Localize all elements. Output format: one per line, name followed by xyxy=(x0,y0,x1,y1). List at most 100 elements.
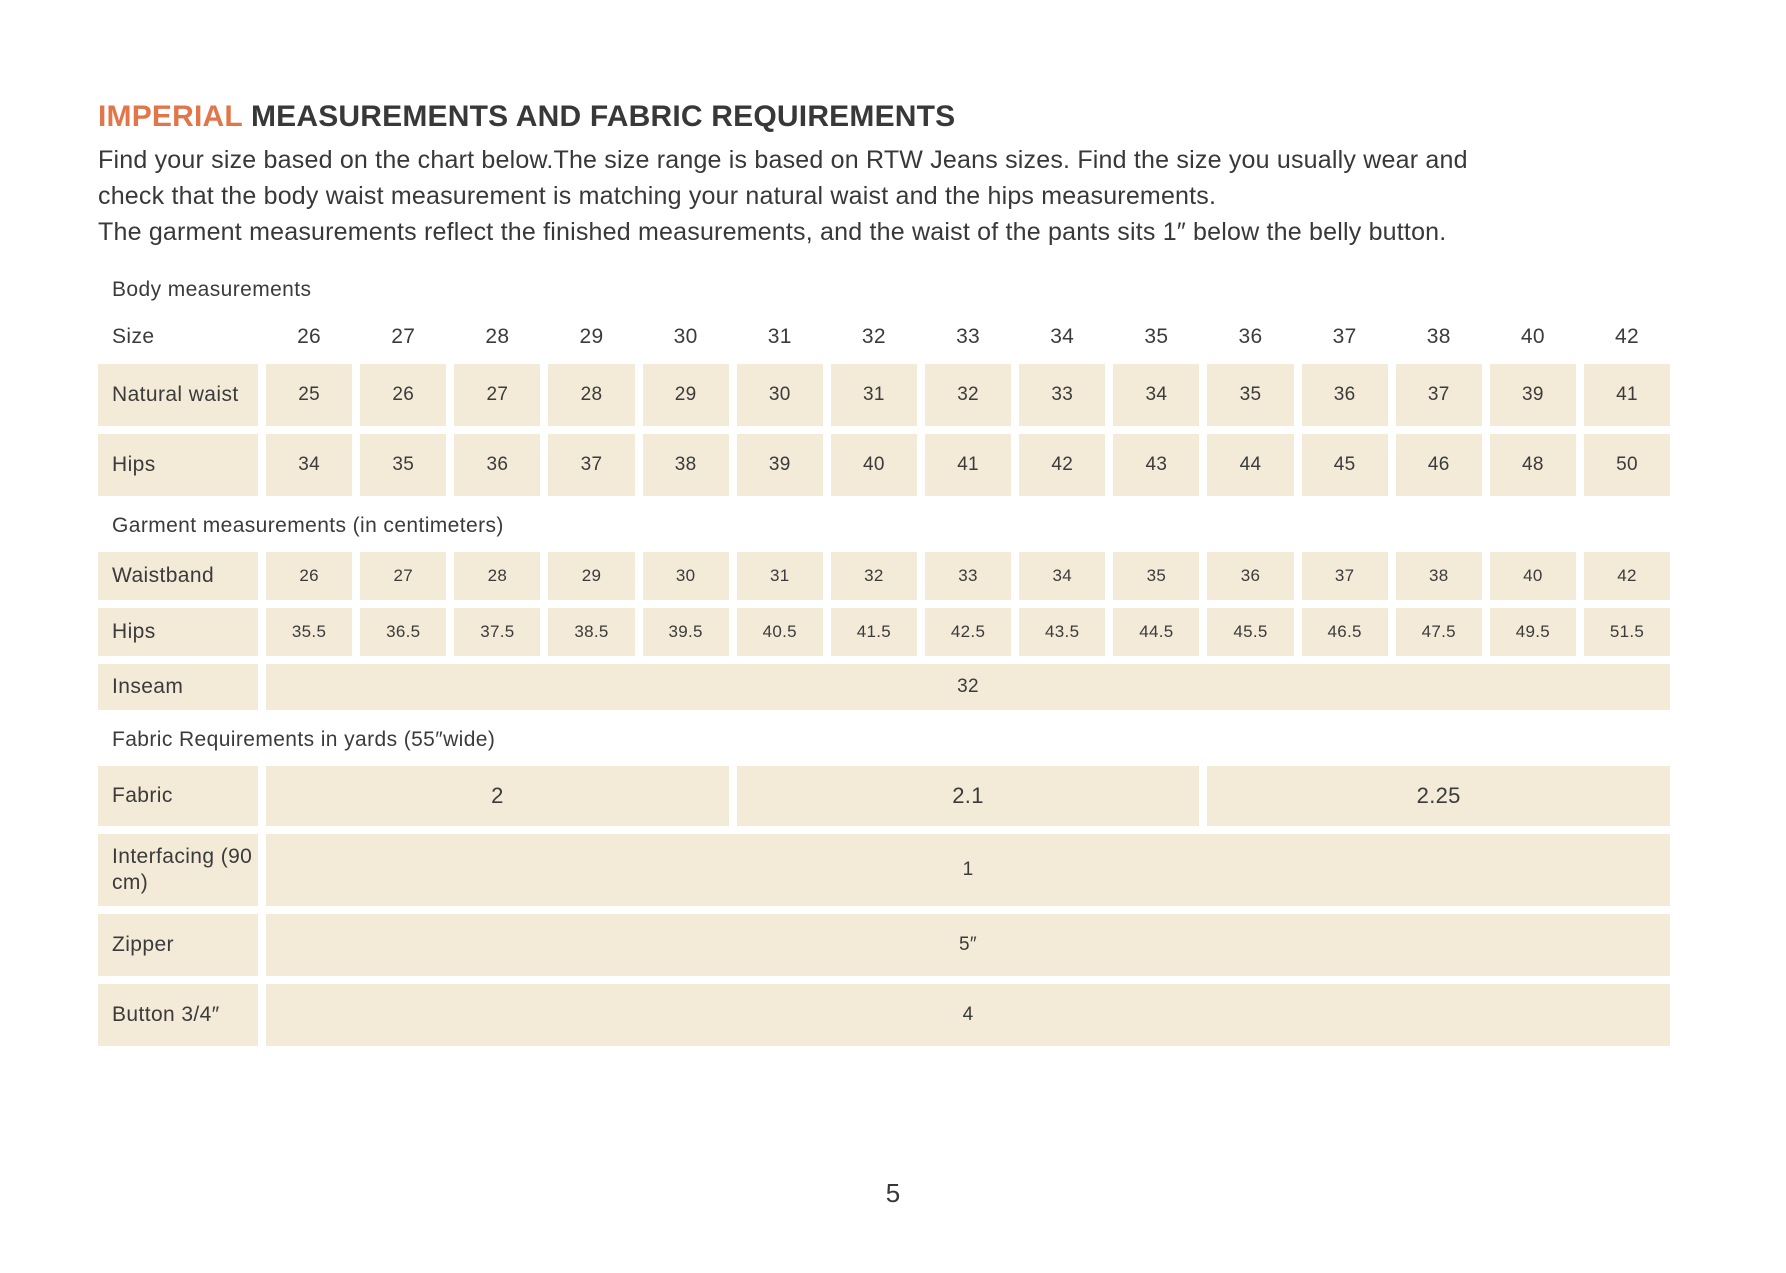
size-values: 26 27 28 29 30 31 32 33 34 35 36 37 38 40 42 xyxy=(266,318,1670,356)
zipper-row: Zipper 5″ xyxy=(98,914,1670,976)
table-cell: 35 xyxy=(1207,364,1294,426)
table-cell: 26 xyxy=(266,552,353,600)
table-cell: 34 xyxy=(1019,552,1106,600)
table-cell: 44 xyxy=(1207,434,1294,496)
body-measurements-heading: Body measurements xyxy=(112,278,312,301)
fabric-requirements-table: Fabric 2 2.1 2.25 Interfacing (90 cm) 1 … xyxy=(98,766,1671,1046)
page-title: IMPERIAL MEASUREMENTS AND FABRIC REQUIRE… xyxy=(98,100,1690,134)
table-cell: 40 xyxy=(830,434,917,496)
table-cell: 33 xyxy=(1019,364,1106,426)
table-cell: 38.5 xyxy=(548,608,635,656)
table-cell: 27 xyxy=(454,364,541,426)
title-highlight: IMPERIAL xyxy=(98,100,243,133)
interfacing-row: Interfacing (90 cm) 1 xyxy=(98,834,1670,906)
table-cell: 29 xyxy=(548,552,635,600)
page-content: IMPERIAL MEASUREMENTS AND FABRIC REQUIRE… xyxy=(98,100,1690,1046)
size-row-label: Size xyxy=(112,325,155,348)
table-cell: 48 xyxy=(1489,434,1576,496)
table-cell: 36 xyxy=(1238,325,1263,348)
table-cell: 41 xyxy=(1583,364,1671,426)
table-cell: 31 xyxy=(736,552,823,600)
table-cell: 30 xyxy=(736,364,823,426)
table-cell: 33 xyxy=(956,325,981,348)
body-measurements-table: Size 26 27 28 29 30 31 32 33 34 35 36 37 38 40 42 Natu… xyxy=(98,318,1671,496)
title-rest: MEASUREMENTS AND FABRIC REQUIREMENTS xyxy=(242,100,956,133)
table-cell: 50 xyxy=(1583,434,1671,496)
table-cell: 34 xyxy=(1050,325,1075,348)
table-cell: 40 xyxy=(1520,325,1545,348)
size-header-row: Size 26 27 28 29 30 31 32 33 34 35 36 37 38 40 42 xyxy=(98,318,1670,356)
table-cell: 35 xyxy=(1113,552,1200,600)
table-cell: 42 xyxy=(1615,325,1640,348)
fabric-requirements-heading: Fabric Requirements in yards (55″wide) xyxy=(112,728,496,751)
table-cell: 30 xyxy=(673,325,698,348)
table-cell: 32 xyxy=(830,552,917,600)
zipper-label: Zipper xyxy=(98,914,258,976)
table-cell: 36 xyxy=(1207,552,1294,600)
button-row: Button 3/4″ 4 xyxy=(98,984,1670,1046)
table-cell: 37.5 xyxy=(454,608,541,656)
table-cell: 28 xyxy=(485,325,510,348)
table-cell: 42 xyxy=(1583,552,1671,600)
body-hips-label: Hips xyxy=(98,434,258,496)
table-cell: 36 xyxy=(454,434,541,496)
intro-line: The garment measurements reflect the fin… xyxy=(98,218,1447,246)
garment-measurements-heading: Garment measurements (in centimeters) xyxy=(112,514,504,537)
table-cell: 41 xyxy=(924,434,1012,496)
garment-hips-values: 35.5 36.5 37.5 38.5 39.5 40.5 41.5 42.5 43.5 44.5… xyxy=(266,608,1671,656)
table-cell: 36.5 xyxy=(360,608,447,656)
table-cell: 27 xyxy=(360,552,447,600)
table-cell: 46 xyxy=(1395,434,1482,496)
interfacing-span: 1 xyxy=(266,834,1670,906)
interfacing-value: 1 xyxy=(266,834,1670,906)
table-cell: 32 xyxy=(861,325,886,348)
table-cell: 37 xyxy=(1332,325,1357,348)
table-cell: 43 xyxy=(1113,434,1200,496)
page-number: 5 xyxy=(885,1178,901,1208)
table-cell: 40 xyxy=(1489,552,1576,600)
button-span: 4 xyxy=(266,984,1670,1046)
inseam-label: Inseam xyxy=(98,664,258,710)
table-cell: 43.5 xyxy=(1019,608,1106,656)
table-cell: 47.5 xyxy=(1395,608,1482,656)
fabric-label: Fabric xyxy=(98,766,258,826)
table-cell: 33 xyxy=(924,552,1012,600)
table-cell: 26 xyxy=(297,325,322,348)
intro-line: Find your size based on the chart below.… xyxy=(98,146,1468,174)
table-cell: 38 xyxy=(1395,552,1482,600)
table-cell: 34 xyxy=(1113,364,1200,426)
table-cell: 35 xyxy=(360,434,447,496)
table-cell: 37 xyxy=(1395,364,1482,426)
body-hips-row: Hips 34 35 36 37 38 39 40 41 42 43 44 45 46 48 50 xyxy=(98,434,1671,496)
table-cell: 27 xyxy=(391,325,416,348)
table-cell: 35.5 xyxy=(266,608,353,656)
table-cell: 29 xyxy=(579,325,604,348)
table-cell: 25 xyxy=(266,364,353,426)
garment-hips-row: Hips 35.5 36.5 37.5 38.5 39.5 40.5 41.5 42.5 43.… xyxy=(98,608,1671,656)
fabric-spans: 2 2.1 2.25 xyxy=(266,766,1671,826)
table-cell: 26 xyxy=(360,364,447,426)
table-cell: 28 xyxy=(548,364,635,426)
table-cell: 44.5 xyxy=(1113,608,1200,656)
table-cell: 39 xyxy=(1489,364,1576,426)
table-cell: 37 xyxy=(1301,552,1388,600)
garment-measurements-table: Waistband 26 27 28 29 30 31 32 33 34 35 36 37 38 40 42… xyxy=(98,552,1671,710)
fabric-span-value: 2.25 xyxy=(1207,766,1671,826)
table-cell: 40.5 xyxy=(736,608,823,656)
table-cell: 29 xyxy=(642,364,729,426)
table-cell: 34 xyxy=(266,434,353,496)
body-hips-values: 34 35 36 37 38 39 40 41 42 43 44 45 46 48 50 xyxy=(266,434,1671,496)
table-cell: 45.5 xyxy=(1207,608,1294,656)
natural-waist-values: 25 26 27 28 29 30 31 32 33 34 35 36 37 39 41 xyxy=(266,364,1671,426)
table-cell: 45 xyxy=(1301,434,1388,496)
button-value: 4 xyxy=(266,984,1670,1046)
table-cell: 37 xyxy=(548,434,635,496)
garment-hips-label: Hips xyxy=(98,608,258,656)
table-cell: 42 xyxy=(1019,434,1106,496)
table-cell: 30 xyxy=(642,552,729,600)
table-cell: 38 xyxy=(1426,325,1451,348)
table-cell: 28 xyxy=(454,552,541,600)
button-label: Button 3/4″ xyxy=(98,984,258,1046)
fabric-row: Fabric 2 2.1 2.25 xyxy=(98,766,1671,826)
table-cell: 46.5 xyxy=(1301,608,1388,656)
